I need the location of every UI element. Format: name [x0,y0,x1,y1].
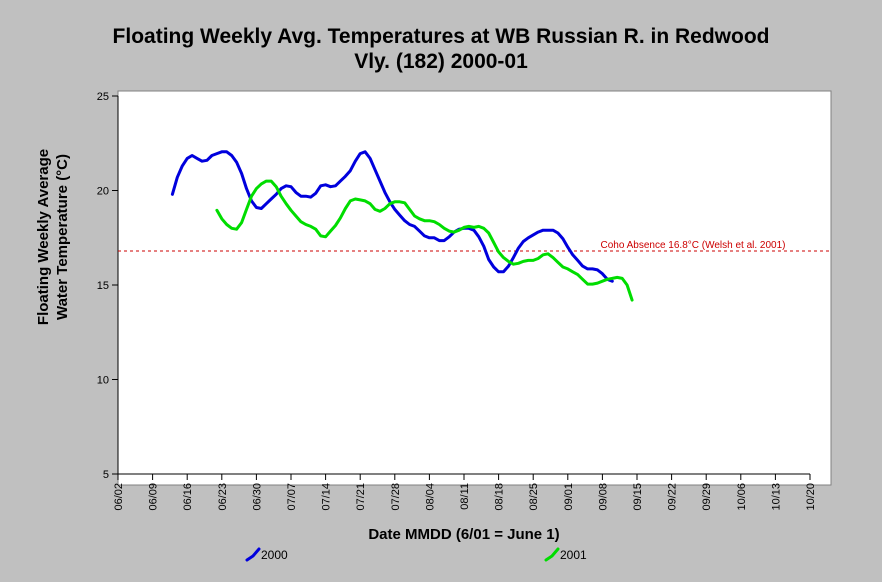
y-tick-label: 15 [97,280,109,292]
x-tick-label: 07/07 [286,483,298,511]
x-tick-label: 09/01 [563,483,575,511]
series-line-2000 [170,150,614,283]
chart-title-line-2: Vly. (182) 2000-01 [354,50,528,73]
series-line-2001 [215,179,634,302]
x-tick-label: 07/28 [390,483,402,511]
x-axis-label: Date MMDD (6/01 = June 1) [368,526,559,543]
chart-title-line-1: Floating Weekly Avg. Temperatures at WB … [113,25,770,48]
y-tick-label: 10 [97,375,109,387]
x-tick-label: 10/06 [736,483,748,511]
x-tick-label: 09/29 [701,483,713,511]
y-axis-ticks: 5 10 15 20 25 [97,91,118,481]
legend-swatch-2001 [544,547,560,562]
x-tick-label: 07/21 [355,483,367,511]
y-tick-label: 5 [103,469,109,481]
x-tick-label: 07/14 [321,483,333,511]
x-tick-label: 06/23 [217,483,229,511]
x-tick-label: 08/11 [459,483,471,510]
legend-label-2001: 2001 [560,548,587,562]
coho-absence-reference-label: Coho Absence 16.8°C (Welsh et al. 2001) [600,240,785,251]
y-axis-label-line-2: Water Temperature (°C) [54,154,71,320]
x-tick-label: 06/02 [113,483,125,511]
x-tick-label: 09/22 [667,483,679,511]
x-tick-label: 09/08 [597,483,609,511]
x-tick-label: 06/16 [182,483,194,511]
x-tick-label: 10/20 [805,483,817,511]
legend: 2000 2001 [245,547,587,562]
plot-area [117,90,832,486]
x-tick-label: 08/25 [528,483,540,511]
y-axis-label-line-1: Floating Weekly Average [35,149,52,325]
legend-label-2000: 2000 [261,548,288,562]
series-group [170,150,634,302]
x-axis-ticks: 06/02 06/09 06/16 06/23 06/30 07/07 07/14 07/21… [113,474,817,511]
x-tick-label: 06/09 [148,483,160,511]
x-tick-label: 09/15 [632,483,644,511]
y-tick-label: 20 [97,186,109,198]
x-tick-label: 08/04 [424,483,436,511]
legend-swatch-2000 [245,547,261,562]
x-tick-label: 08/18 [494,483,506,511]
x-tick-label: 06/30 [251,483,263,511]
x-tick-label: 10/13 [770,483,782,511]
y-tick-label: 25 [97,91,109,103]
